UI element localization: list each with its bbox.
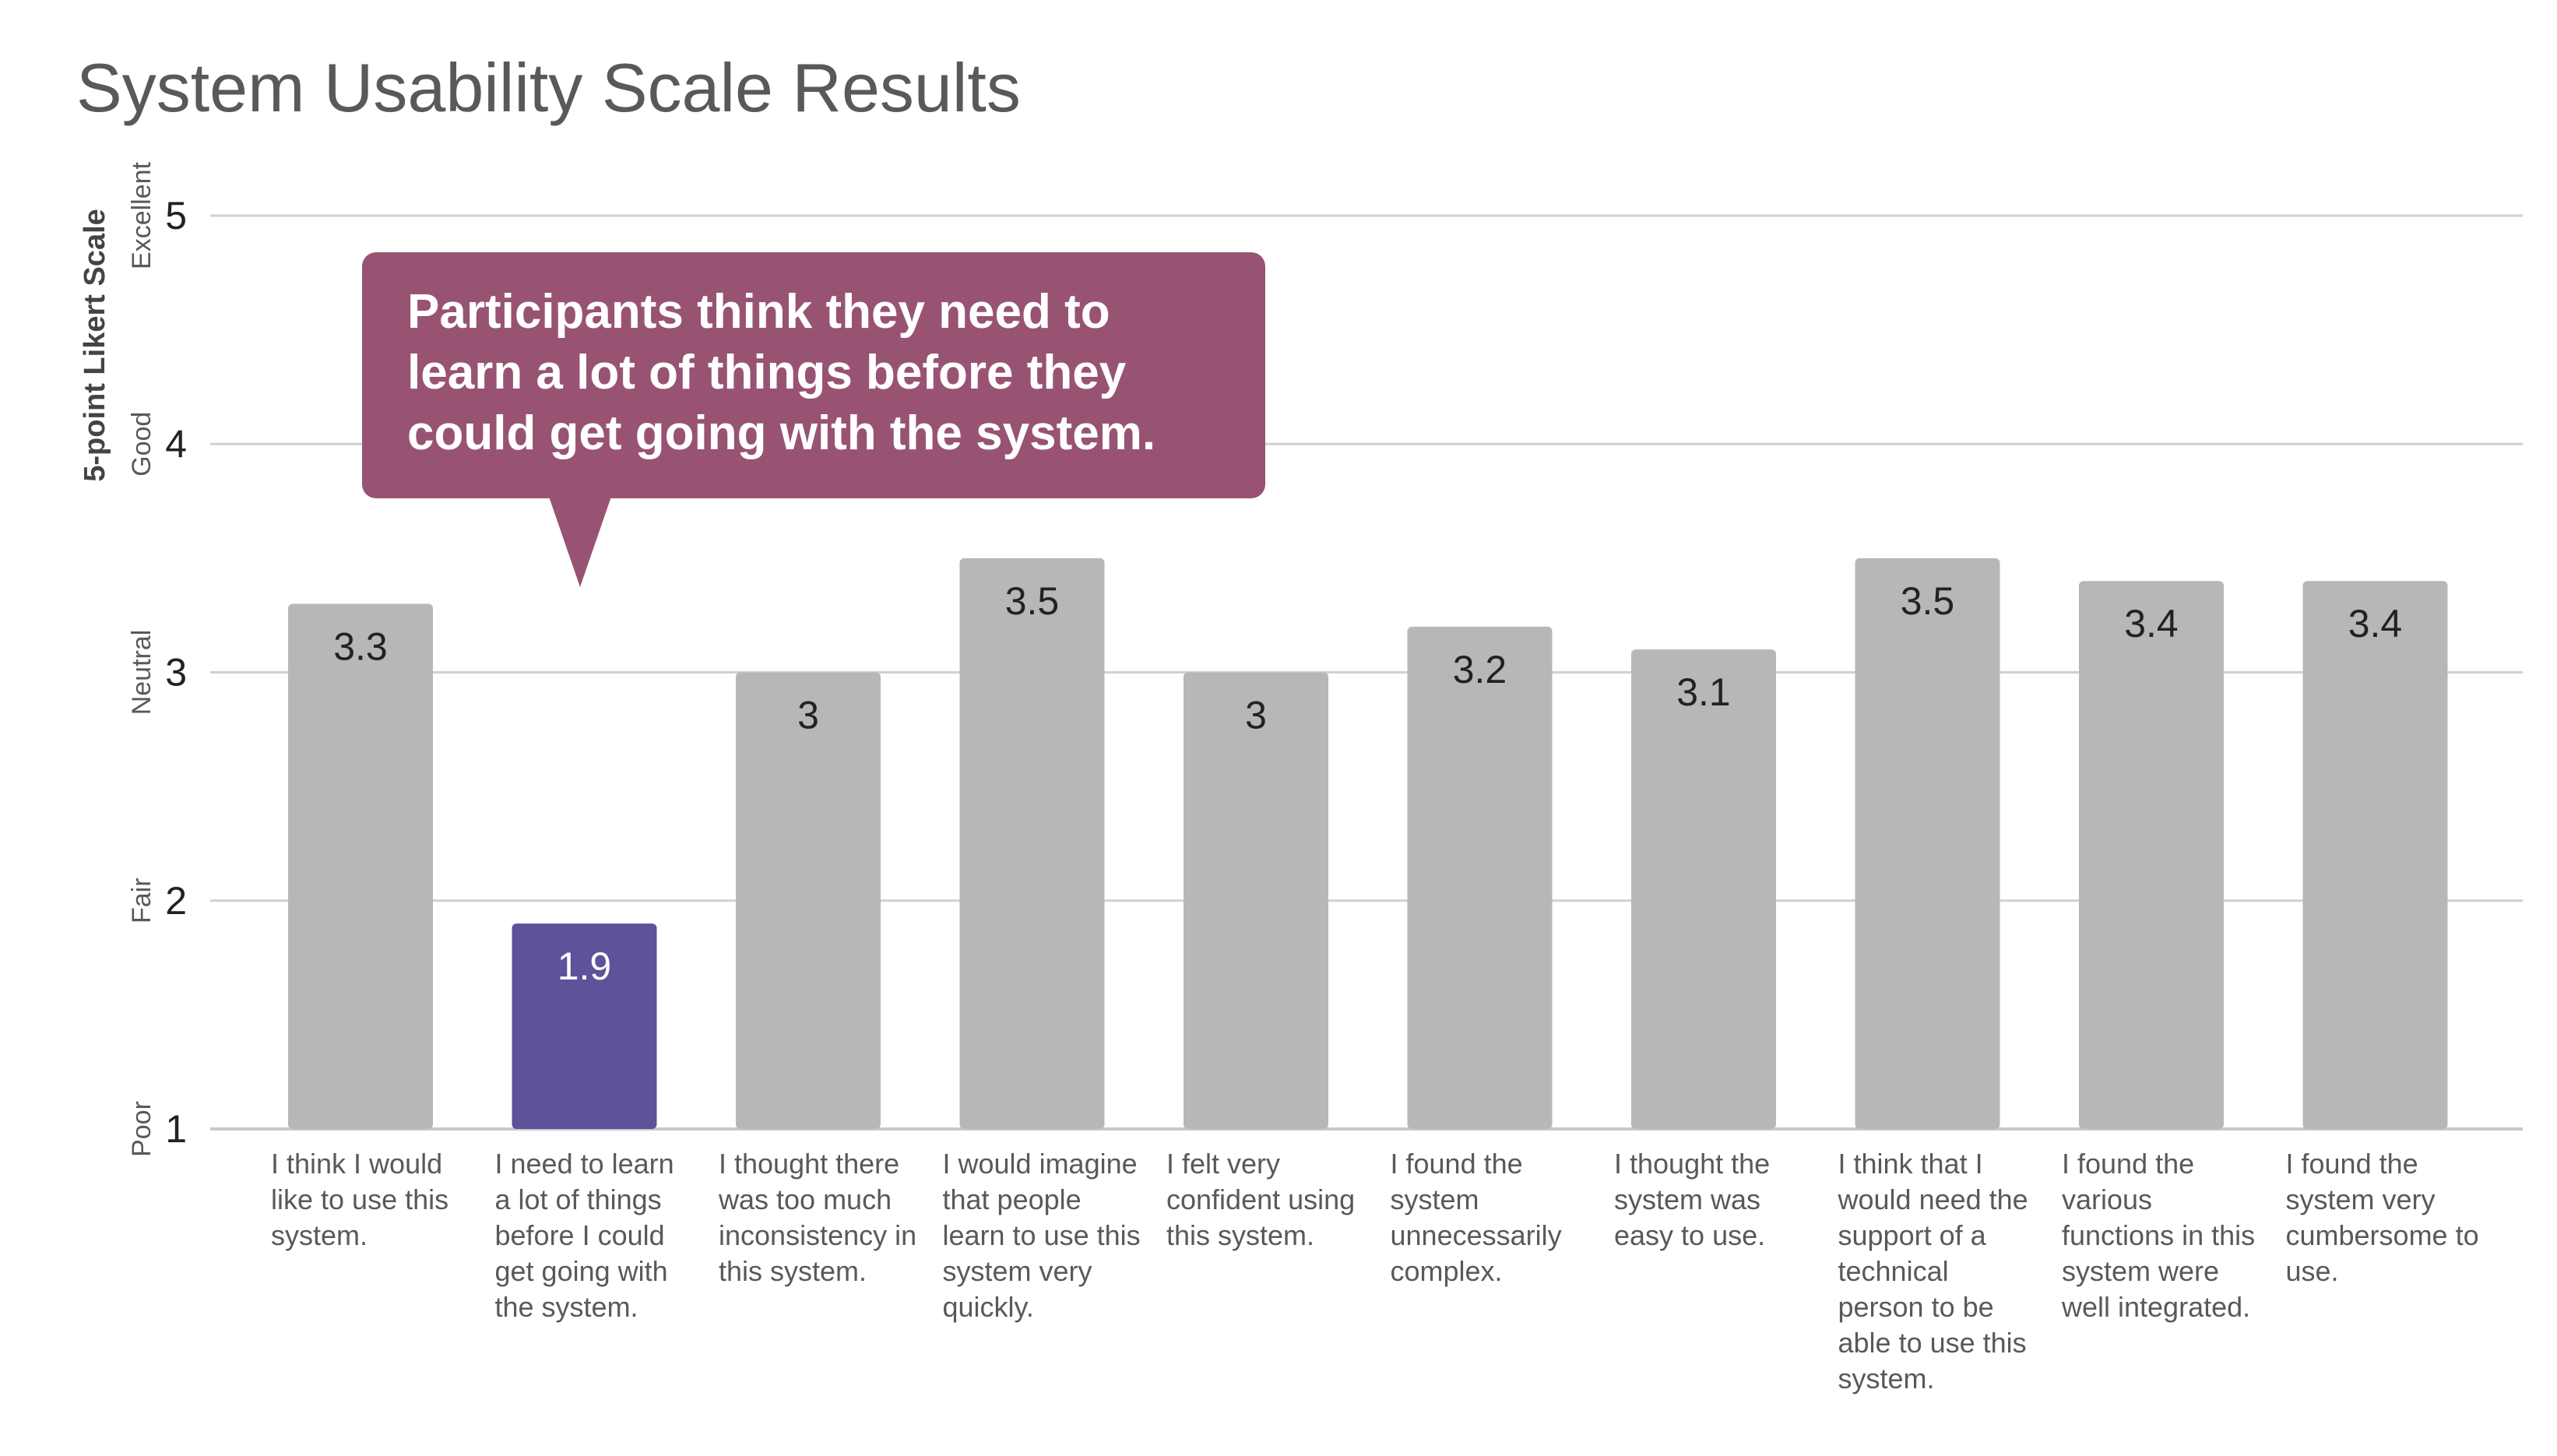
y-tick-label: 1	[165, 1107, 187, 1151]
x-axis-category-label: I found the system very cumbersome to us…	[2285, 1148, 2479, 1287]
bar	[736, 672, 881, 1129]
bar-data-label: 3.4	[2124, 602, 2179, 645]
annotation-callout-pointer	[549, 497, 611, 587]
bar-data-label: 3.3	[333, 625, 388, 669]
bar	[1184, 672, 1328, 1129]
x-axis-category-label: I thought there was too much inconsisten…	[719, 1148, 917, 1287]
x-axis-category-label: I think that I would need the support of…	[1838, 1148, 2028, 1394]
y-tick-label: 5	[165, 194, 187, 237]
bar	[288, 603, 433, 1129]
y-tick-label: 2	[165, 879, 187, 923]
bar	[512, 923, 657, 1129]
y-tick-text-label: Good	[127, 412, 157, 477]
bar	[2079, 581, 2224, 1129]
x-axis-category-label: I thought the system was easy to use.	[1614, 1148, 1771, 1251]
bar	[2302, 581, 2448, 1129]
x-axis-category-label: I found the various functions in this sy…	[2062, 1148, 2256, 1323]
y-axis-title: 5-point Likert Scale	[79, 209, 111, 482]
y-tick-label: 3	[165, 651, 187, 695]
x-axis-category-label: I found the system unnecessarily complex…	[1390, 1148, 1562, 1287]
annotation-callout: Participants think they need to learn a …	[362, 252, 1265, 498]
bar	[1407, 626, 1553, 1129]
bar	[959, 557, 1105, 1129]
y-tick-text-label: Fair	[127, 877, 157, 923]
x-axis-category-label: I think I would like to use this system.	[271, 1148, 449, 1251]
bar-data-label: 3.1	[1676, 670, 1731, 714]
bar-data-label: 1.9	[557, 944, 612, 988]
bar-data-label: 3.2	[1453, 648, 1507, 691]
x-axis-category-label: I felt very confident using this system.	[1166, 1148, 1356, 1251]
y-tick-text-label: Poor	[127, 1101, 157, 1157]
x-axis-category-label: I need to learn a lot of things before I…	[494, 1148, 674, 1323]
x-axis-category-label: I would imagine that people learn to use…	[942, 1148, 1141, 1323]
bar	[1855, 557, 2000, 1129]
page-title: System Usability Scale Results	[76, 49, 1021, 126]
bar	[1631, 649, 1776, 1129]
bar-data-label: 3.4	[2348, 602, 2403, 645]
bar-data-label: 3	[797, 694, 819, 737]
y-tick-text-label: Neutral	[127, 630, 157, 716]
y-tick-label: 4	[165, 422, 187, 466]
y-tick-text-label: Excellent	[127, 161, 157, 269]
bar-data-label: 3.5	[1901, 579, 1955, 623]
bar-data-label: 3	[1245, 694, 1267, 737]
bar-data-label: 3.5	[1005, 579, 1060, 623]
